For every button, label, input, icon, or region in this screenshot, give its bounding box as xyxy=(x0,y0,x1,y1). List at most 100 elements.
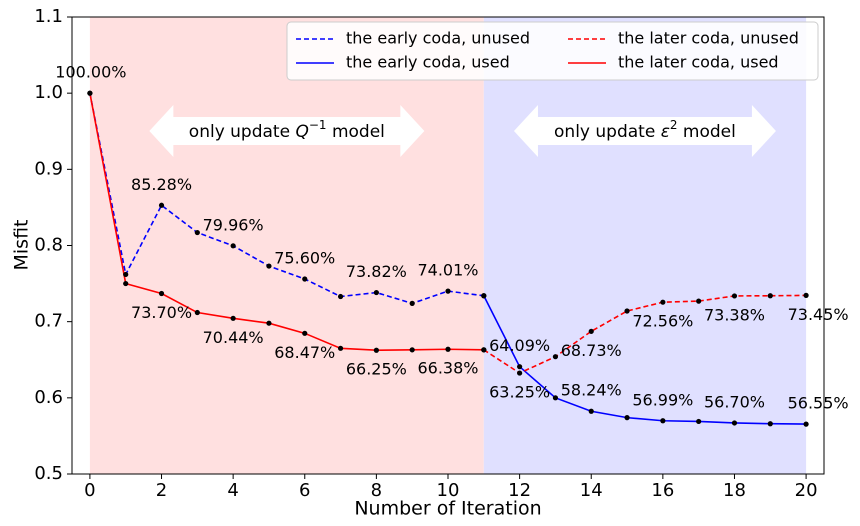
x-tick-label: 18 xyxy=(723,480,746,501)
x-tick-label: 4 xyxy=(227,480,238,501)
y-axis-label: Misfit xyxy=(11,220,33,271)
data-point xyxy=(696,298,702,304)
y-tick-label: 0.5 xyxy=(34,463,63,484)
legend-label: the early coda, used xyxy=(346,53,510,72)
data-point xyxy=(803,292,809,298)
value-label: 72.56% xyxy=(632,312,693,331)
data-point xyxy=(767,293,773,299)
x-tick-label: 16 xyxy=(651,480,674,501)
x-tick-label: 10 xyxy=(437,480,460,501)
x-tick-label: 12 xyxy=(508,480,531,501)
data-point xyxy=(445,288,451,294)
y-tick-label: 0.8 xyxy=(34,235,63,256)
shaded-region xyxy=(89,17,484,474)
value-label: 56.99% xyxy=(632,390,693,409)
series-line xyxy=(483,295,807,425)
annotation-symbol: Q xyxy=(295,122,308,142)
annotation: only update ε2 model xyxy=(554,118,736,143)
value-label: 100.00% xyxy=(55,63,126,82)
value-label: 74.01% xyxy=(417,261,478,280)
series-line xyxy=(89,93,484,305)
data-point xyxy=(731,293,738,299)
data-point xyxy=(481,293,487,299)
y-tick-label: 0.6 xyxy=(34,387,63,408)
legend-label: the early coda, unused xyxy=(346,29,530,48)
data-point xyxy=(696,418,702,425)
data-point xyxy=(266,263,272,269)
x-tick-label: 6 xyxy=(299,480,310,501)
data-point xyxy=(337,293,344,300)
data-point xyxy=(517,370,523,376)
annotation-text: model xyxy=(678,122,736,142)
data-point xyxy=(158,202,165,208)
x-tick-label: 8 xyxy=(371,480,382,501)
x-axis-label: Number of Iteration xyxy=(354,498,541,520)
legend-label: the later coda, used xyxy=(618,53,779,72)
annotation-text: only update xyxy=(189,122,296,142)
legend-label: the later coda, unused xyxy=(618,29,799,48)
data-point xyxy=(624,308,630,314)
value-label: 75.60% xyxy=(274,249,335,268)
data-point xyxy=(517,364,523,370)
annotation-text: only update xyxy=(554,122,661,142)
series-line xyxy=(483,294,807,374)
annotation-symbol: ε xyxy=(661,122,670,142)
data-point xyxy=(123,280,129,287)
data-point xyxy=(266,320,272,326)
series-line xyxy=(89,93,484,352)
value-label: 66.25% xyxy=(346,360,407,379)
x-tick-label: 0 xyxy=(84,480,95,501)
data-point xyxy=(731,420,738,426)
legend-box xyxy=(286,21,819,81)
data-point xyxy=(624,415,630,421)
data-point xyxy=(409,300,415,306)
data-point xyxy=(660,299,666,305)
value-label: 79.96% xyxy=(203,215,264,234)
plot-frame xyxy=(71,16,825,475)
value-label: 63.25% xyxy=(489,383,550,402)
shaded-region xyxy=(483,17,807,474)
annotation-superscript: −1 xyxy=(309,118,327,132)
double-arrow xyxy=(149,105,425,157)
value-label: 85.28% xyxy=(131,175,192,194)
data-point xyxy=(194,229,200,236)
data-point xyxy=(588,408,594,414)
data-point xyxy=(803,421,809,427)
y-tick-label: 1.0 xyxy=(34,82,63,103)
data-point xyxy=(409,347,415,353)
y-tick-label: 0.7 xyxy=(34,311,63,332)
data-point xyxy=(158,290,165,297)
data-point xyxy=(230,243,236,249)
data-point xyxy=(302,330,308,336)
value-label: 73.82% xyxy=(346,262,407,281)
data-point xyxy=(660,418,666,424)
data-point xyxy=(194,309,200,316)
y-tick-label: 0.9 xyxy=(34,158,63,179)
double-arrow xyxy=(513,105,776,157)
value-label: 58.24% xyxy=(561,381,622,400)
data-point xyxy=(230,315,236,321)
data-point xyxy=(552,354,559,360)
value-label: 70.44% xyxy=(203,328,264,347)
value-label: 68.73% xyxy=(561,341,622,360)
data-point xyxy=(87,90,93,96)
value-label: 73.38% xyxy=(704,305,765,324)
data-point xyxy=(302,276,308,282)
data-point xyxy=(373,289,379,296)
value-label: 56.55% xyxy=(788,394,849,413)
value-label: 64.09% xyxy=(489,336,550,355)
x-tick-label: 2 xyxy=(156,480,167,501)
y-tick-label: 1.1 xyxy=(34,6,63,27)
data-point xyxy=(767,421,773,427)
annotation: only update Q−1 model xyxy=(189,118,385,143)
data-point xyxy=(373,347,379,353)
data-point xyxy=(337,345,344,351)
data-point xyxy=(445,346,451,352)
value-label: 73.45% xyxy=(788,305,849,324)
value-label: 68.47% xyxy=(274,343,335,362)
x-tick-label: 14 xyxy=(580,480,603,501)
annotation-text: model xyxy=(327,122,385,142)
annotation-superscript: 2 xyxy=(670,118,678,132)
value-label: 66.38% xyxy=(417,359,478,378)
